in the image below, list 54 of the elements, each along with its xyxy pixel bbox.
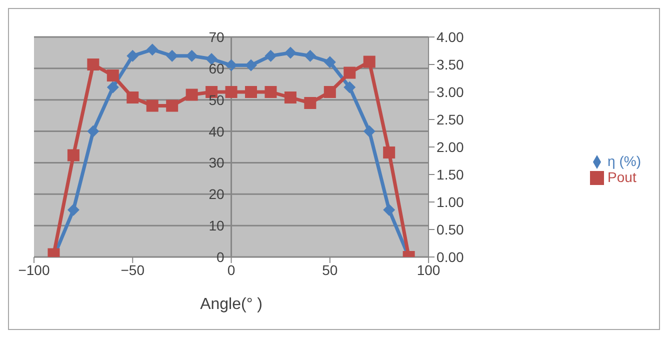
x-tick-label: −50	[120, 262, 145, 278]
y-tick-label: 70	[208, 29, 224, 45]
point	[146, 44, 158, 56]
y2-tick-label: 1.00	[436, 194, 464, 210]
point	[264, 50, 277, 62]
point	[225, 86, 238, 98]
point	[304, 50, 316, 62]
y2-tick-label: 2.50	[436, 111, 464, 128]
point	[383, 146, 396, 158]
y-tick-label: 30	[208, 154, 224, 171]
point	[87, 58, 100, 70]
point	[106, 70, 119, 82]
x-tick-label: 0	[227, 262, 236, 278]
y-tick-label: 40	[208, 123, 224, 140]
y-tick-label: 60	[208, 60, 224, 76]
point	[264, 86, 277, 98]
y2-tick-label: 1.50	[436, 166, 464, 182]
point	[186, 88, 198, 101]
legend-label: η (%)	[608, 152, 641, 169]
point	[284, 46, 296, 59]
point	[87, 125, 100, 138]
point	[126, 50, 139, 62]
point	[324, 56, 336, 68]
y2-tick-label: 3.00	[436, 84, 464, 100]
y2-tick-label: 3.50	[436, 56, 464, 72]
y2-tick-label: 0.50	[436, 221, 464, 238]
point	[304, 97, 316, 109]
point	[383, 204, 396, 216]
point	[284, 92, 296, 104]
point	[245, 59, 257, 72]
point	[363, 125, 376, 138]
point	[186, 50, 198, 62]
point	[67, 204, 80, 216]
y2-tick-label: 4.00	[436, 28, 464, 45]
point	[146, 100, 158, 112]
y2-tick-label: 2.00	[436, 138, 464, 155]
x-tick-label: 50	[322, 262, 338, 278]
y-tick-label: 0	[216, 249, 224, 265]
point	[245, 86, 257, 98]
point	[363, 56, 376, 68]
x-tick-label: −100	[18, 262, 50, 278]
point	[67, 149, 80, 162]
y-tick-label: 20	[208, 186, 224, 202]
point	[344, 81, 356, 94]
point	[126, 92, 139, 104]
y-tick-label: 10	[208, 218, 224, 234]
point	[206, 53, 218, 65]
point	[106, 81, 119, 94]
point	[344, 66, 356, 79]
legend-label: Pout	[608, 169, 636, 185]
point	[166, 100, 178, 112]
y-tick-label: 50	[208, 92, 224, 108]
x-axis-title: Angle(° )	[200, 296, 262, 313]
point	[324, 86, 336, 98]
